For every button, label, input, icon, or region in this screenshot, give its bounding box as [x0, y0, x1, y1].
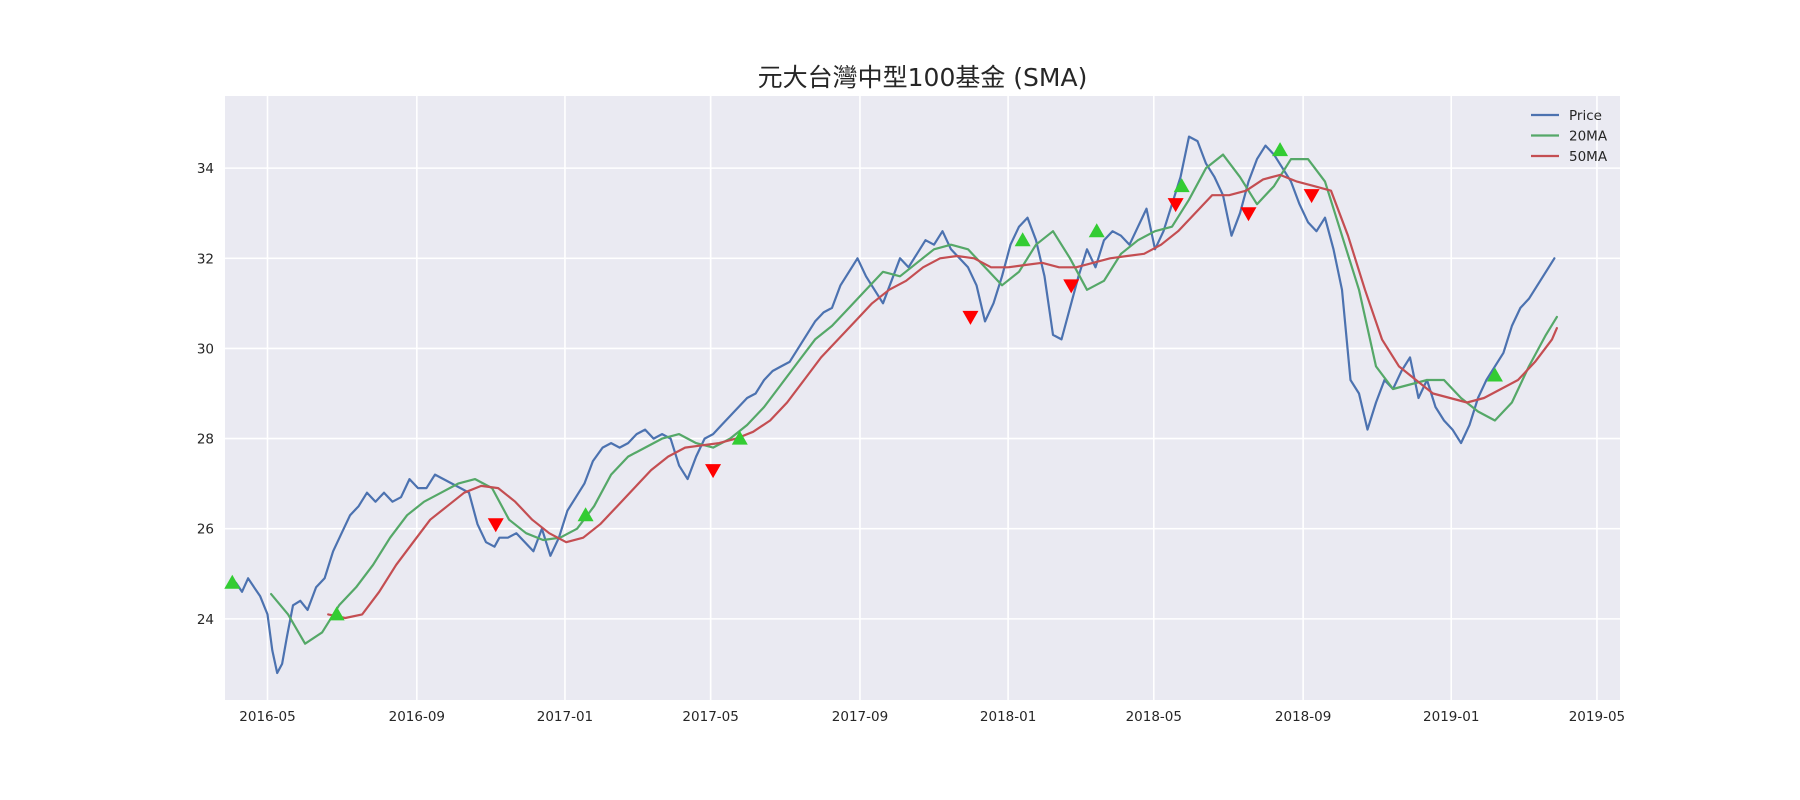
series-20ma-line: [270, 153, 1559, 645]
buy-signal-marker: [328, 606, 345, 621]
x-tick-label: 2018-09: [1275, 709, 1331, 725]
buy-signal-marker: [1272, 142, 1289, 157]
plot-area: [225, 96, 1620, 700]
buy-signal-marker: [1173, 178, 1190, 193]
legend-label-price: Price: [1569, 108, 1602, 124]
y-tick-label: 28: [197, 432, 214, 448]
y-tick-label: 24: [197, 612, 214, 628]
sell-signal-marker: [962, 310, 979, 325]
x-tick-label: 2018-01: [980, 709, 1036, 725]
buy-signal-marker: [1014, 232, 1031, 247]
x-tick-label: 2017-09: [832, 709, 888, 725]
x-tick-label: 2019-05: [1569, 709, 1625, 725]
buy-signal-marker: [731, 430, 748, 445]
series-50ma-line: [327, 173, 1559, 620]
buy-signal-marker: [1486, 367, 1503, 382]
buy-signal-marker: [224, 574, 241, 589]
sell-signal-marker: [1063, 279, 1080, 294]
buy-signal-marker: [1088, 223, 1105, 238]
legend-label-50ma: 50MA: [1569, 149, 1608, 165]
sell-signal-marker: [1303, 189, 1320, 204]
y-tick-label: 26: [197, 522, 214, 538]
series-price-line: [234, 135, 1556, 675]
legend: Price 20MA 50MA: [1531, 108, 1608, 165]
y-tick-label: 32: [197, 251, 214, 267]
x-tick-label: 2017-01: [537, 709, 593, 725]
sell-signal-marker: [1167, 198, 1184, 213]
sell-signal-marker: [705, 464, 722, 479]
x-tick-label: 2017-05: [682, 709, 738, 725]
y-axis-ticks: 24 26 28 30 32 34: [197, 161, 214, 628]
x-tick-label: 2016-09: [389, 709, 445, 725]
x-tick-label: 2016-05: [239, 709, 295, 725]
sell-signal-marker: [487, 518, 504, 533]
x-axis-ticks: 2016-05 2016-09 2017-01 2017-05 2017-09 2018-…: [239, 709, 1625, 725]
legend-label-20ma: 20MA: [1569, 129, 1608, 145]
series-lines: [234, 135, 1559, 675]
signal-markers: [224, 142, 1503, 621]
buy-signal-marker: [577, 507, 594, 522]
sell-signal-marker: [1240, 207, 1257, 222]
y-tick-label: 34: [197, 161, 214, 177]
x-tick-label: 2018-05: [1126, 709, 1182, 725]
chart-title: 元大台灣中型100基金 (SMA): [758, 63, 1088, 92]
x-tick-label: 2019-01: [1423, 709, 1479, 725]
y-tick-label: 30: [197, 341, 214, 357]
